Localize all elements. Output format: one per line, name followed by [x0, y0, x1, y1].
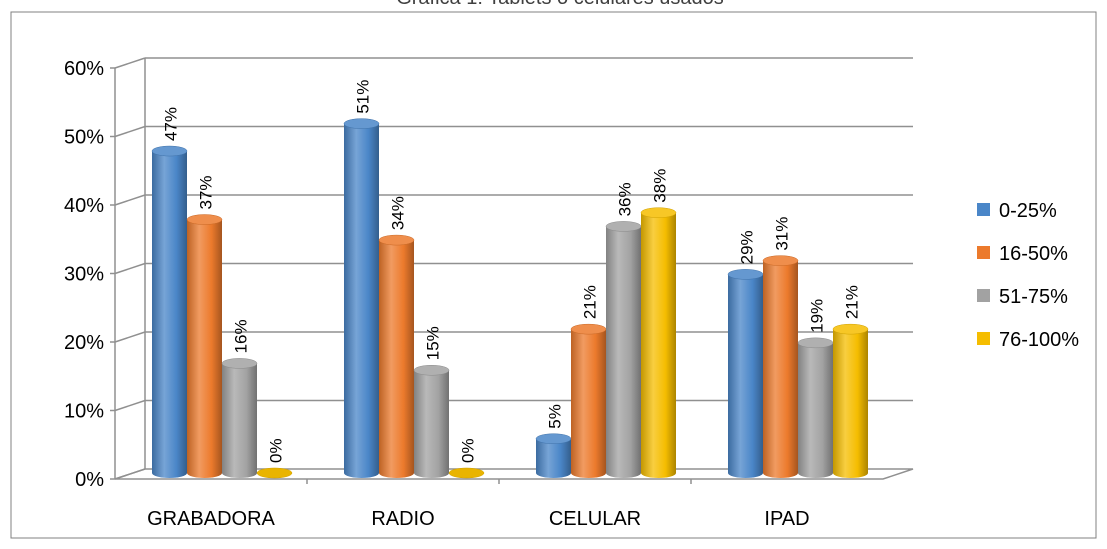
gridline-side [114, 125, 146, 138]
legend-label: 51-75% [999, 286, 1068, 308]
bar-ipad-16-50% [762, 255, 799, 478]
legend-label: 16-50% [999, 243, 1068, 265]
data-label: 0% [267, 438, 286, 463]
x-axis-ticks: GRABADORA RADIO CELULAR IPAD [147, 479, 810, 530]
legend-label: 0-25% [999, 200, 1057, 222]
x-tick-label: RADIO [371, 508, 434, 530]
x-tick-label: CELULAR [549, 508, 641, 530]
bar-celular-51-75% [605, 221, 642, 478]
y-tick-label: 30% [64, 264, 104, 286]
gridline-side [114, 194, 146, 206]
data-label: 51% [354, 80, 373, 114]
bars [151, 118, 869, 479]
bar-grabadora-76-100% [256, 467, 293, 479]
y-axis-ticks: 0% 10% 20% 30% 40% 50% 60% [64, 58, 115, 491]
gridline-side [114, 331, 146, 343]
data-label: 36% [616, 182, 635, 216]
x-tick-label: IPAD [764, 508, 809, 530]
bar-radio-76-100% [448, 467, 485, 479]
bar-ipad-76-100% [832, 323, 869, 478]
gridline-side [114, 399, 146, 412]
legend-swatch [977, 289, 990, 302]
gridline-side [114, 468, 146, 480]
y-tick-label: 50% [64, 127, 104, 149]
y-tick-label: 40% [64, 195, 104, 217]
data-label: 47% [162, 107, 181, 141]
bar-radio-51-75% [413, 365, 450, 478]
data-label: 19% [808, 299, 827, 333]
data-label: 21% [581, 285, 600, 319]
legend-item: 51-75% [977, 286, 1068, 308]
x-tick-label: GRABADORA [147, 508, 275, 530]
data-labels: 47% 37% 16% 0% 51% 34% 15% 0% 5% 21% 36% 38% 29% 31% 1… [162, 80, 862, 463]
data-label: 29% [738, 230, 757, 264]
bar-radio-0-25% [343, 118, 380, 479]
legend-label: 76-100% [999, 329, 1079, 351]
data-label: 15% [424, 326, 443, 360]
legend-item: 16-50% [977, 243, 1068, 265]
data-label: 37% [197, 176, 216, 210]
legend-swatch [977, 332, 990, 345]
data-label: 5% [546, 404, 565, 429]
legend-swatch [977, 203, 990, 216]
bar-grabadora-16-50% [186, 214, 223, 479]
bar-ipad-51-75% [797, 337, 834, 478]
legend-item: 76-100% [977, 329, 1079, 351]
bar-grabadora-0-25% [151, 145, 188, 479]
gridline-side [114, 262, 146, 275]
legend-swatch [977, 246, 990, 259]
legend: 0-25% 16-50% 51-75% 76-100% [977, 200, 1079, 351]
gridline-side [114, 57, 146, 69]
bar-grabadora-51-75% [221, 358, 258, 478]
bar-celular-16-50% [570, 323, 607, 478]
data-label: 0% [459, 438, 478, 463]
y-tick-label: 20% [64, 332, 104, 354]
data-label: 16% [232, 319, 251, 353]
chart-title: Gráfica 1: Tablets o celulares usados [396, 0, 724, 9]
data-label: 21% [843, 285, 862, 319]
legend-item: 0-25% [977, 200, 1057, 222]
data-label: 31% [773, 217, 792, 251]
data-label: 34% [389, 196, 408, 230]
bar-radio-16-50% [378, 234, 415, 478]
y-tick-label: 10% [64, 401, 104, 423]
bar-ipad-0-25% [727, 269, 764, 478]
data-label: 38% [651, 169, 670, 203]
y-tick-label: 60% [64, 58, 104, 80]
bar-celular-0-25% [535, 433, 572, 478]
bar-celular-76-100% [640, 207, 677, 478]
y-tick-label: 0% [75, 469, 104, 491]
